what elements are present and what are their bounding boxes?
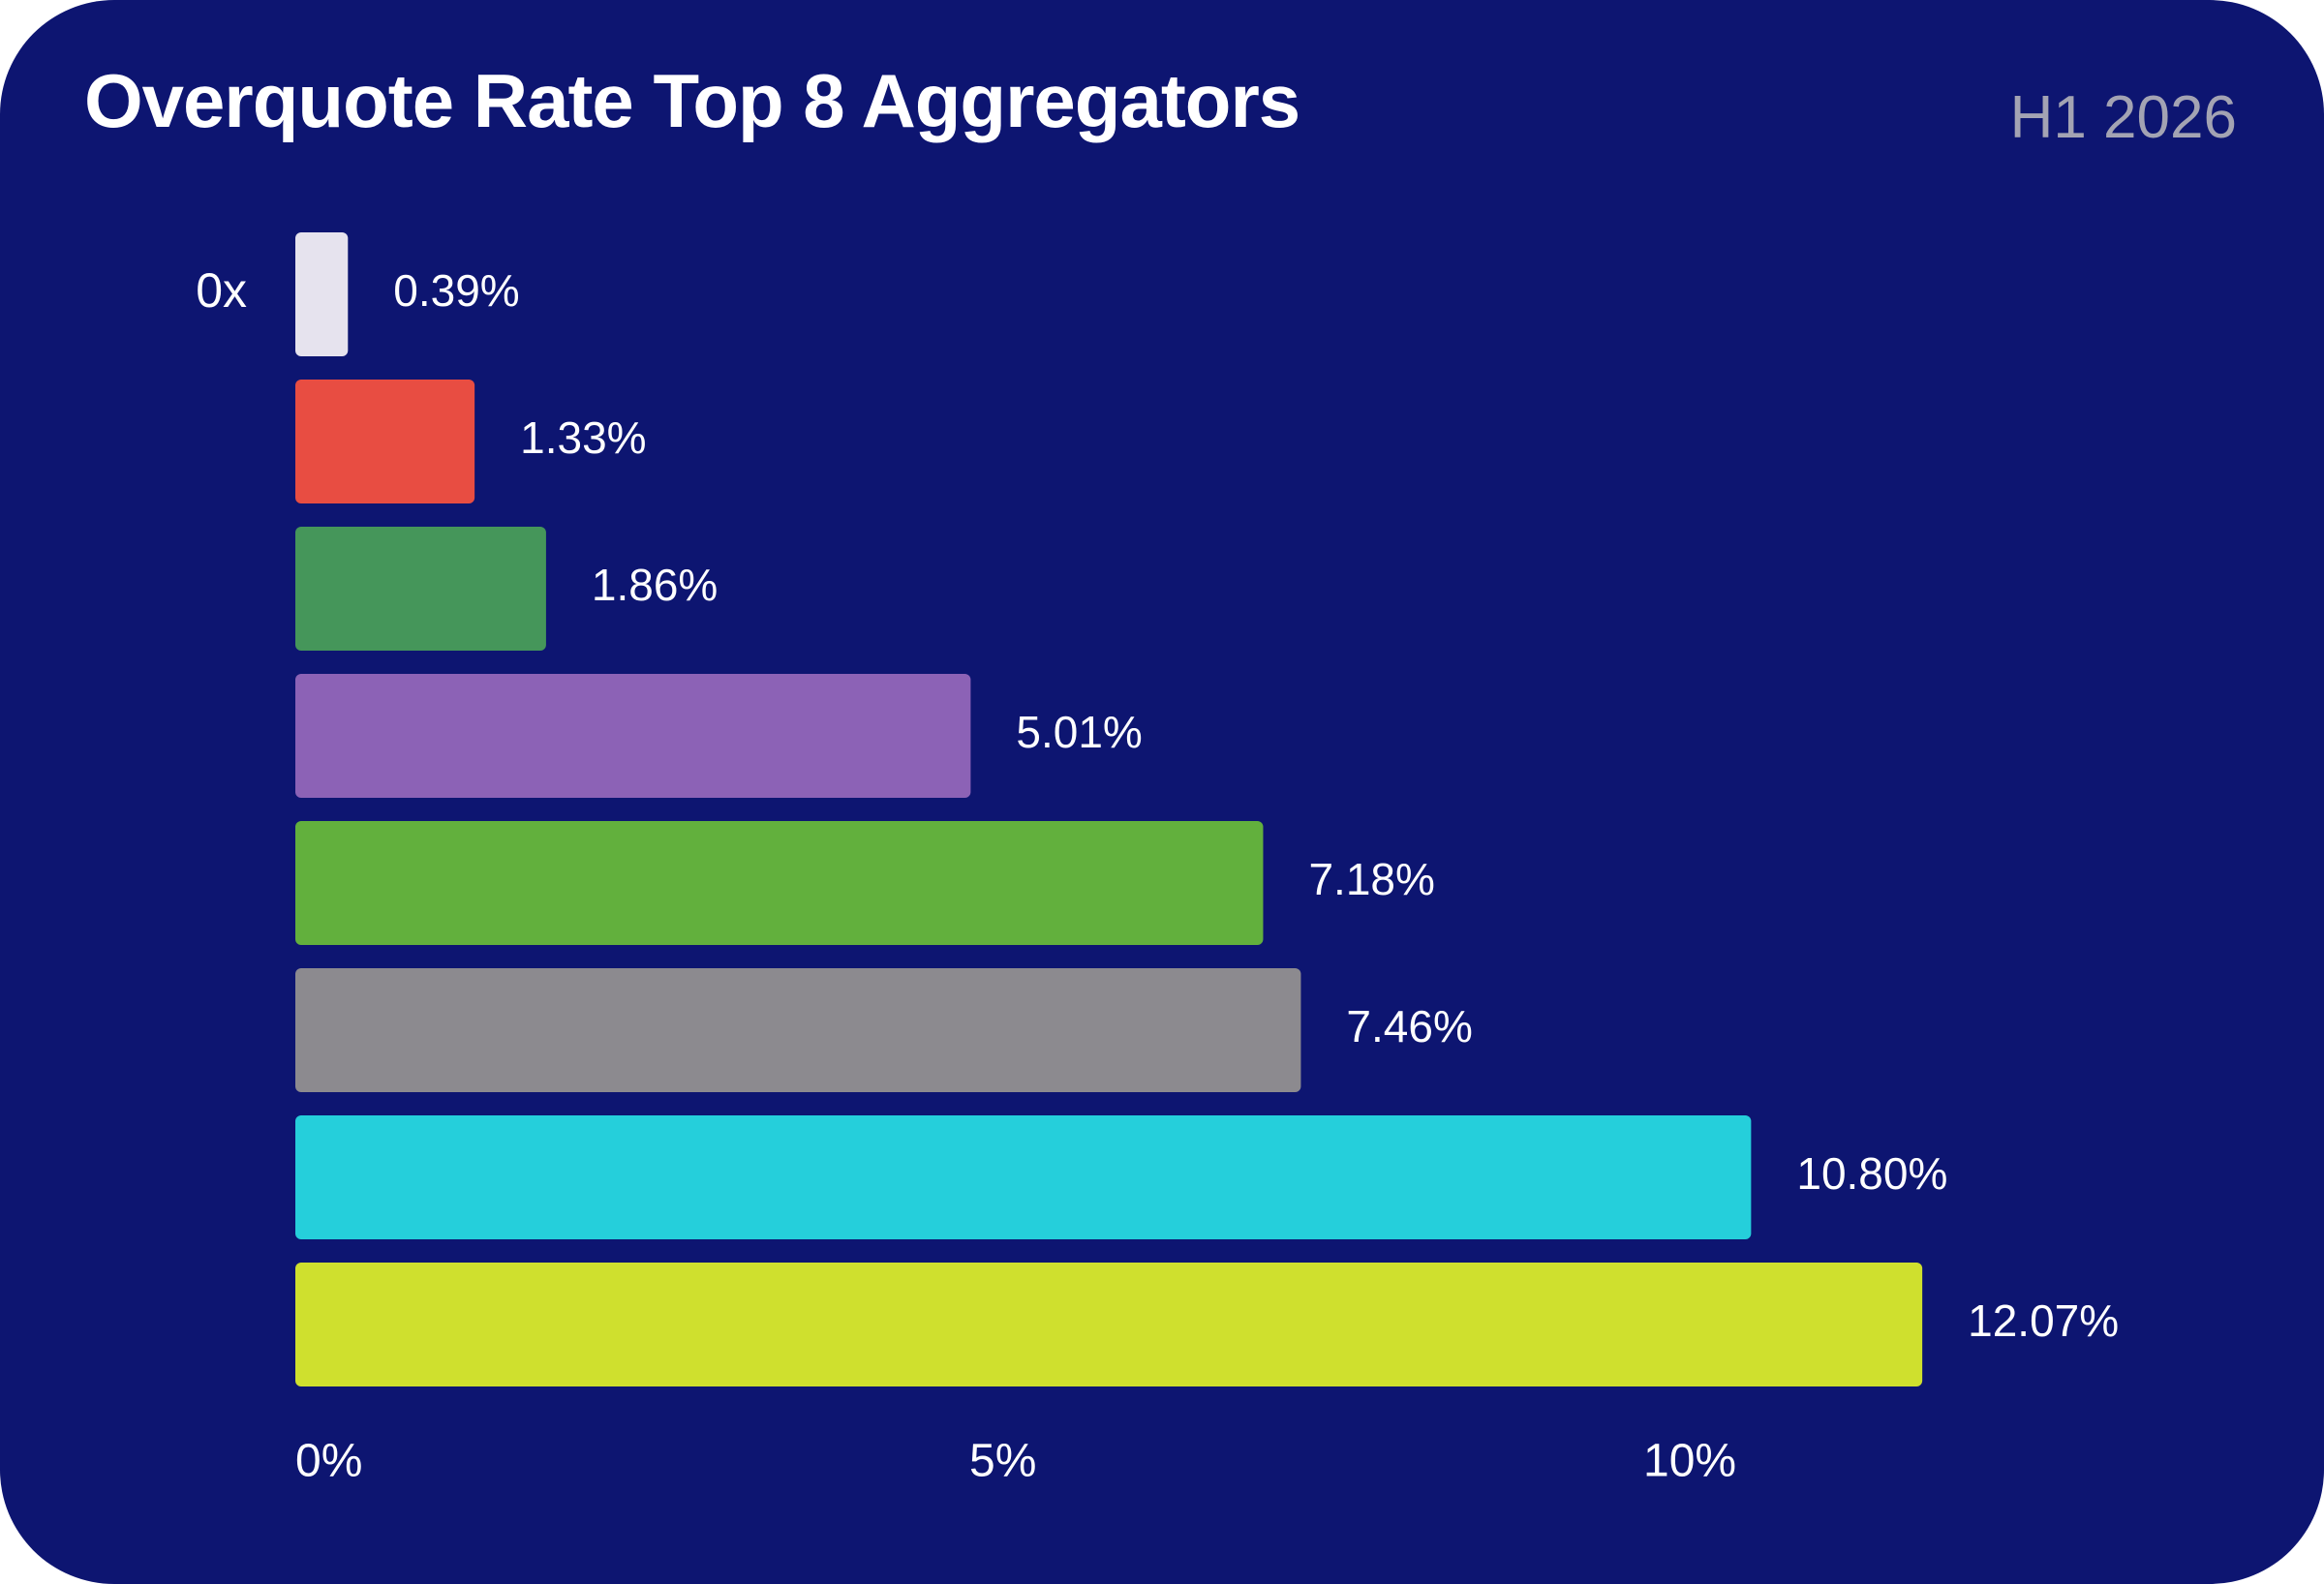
bar-5 xyxy=(295,821,1264,945)
x-tick-label-3: 10% xyxy=(1643,1436,1736,1487)
x-tick-label-1: 0% xyxy=(295,1436,362,1487)
bar-1 xyxy=(295,232,349,356)
bar-8 xyxy=(295,1263,1923,1386)
bar-7 xyxy=(295,1115,1752,1239)
bar-value-label-6: 7.46% xyxy=(1346,1001,1472,1051)
bar-value-label-4: 5.01% xyxy=(1016,707,1142,757)
period-label: H1 2026 xyxy=(2009,84,2237,151)
bar-value-label-2: 1.33% xyxy=(520,412,646,463)
bar-value-label-1: 0.39% xyxy=(393,265,519,316)
bar-value-label-7: 10.80% xyxy=(1796,1148,1947,1199)
category-label-1: 0x xyxy=(196,263,247,318)
bar-value-label-3: 1.86% xyxy=(592,560,718,610)
bar-3 xyxy=(295,527,546,651)
x-tick-label-2: 5% xyxy=(969,1436,1036,1487)
bar-6 xyxy=(295,968,1301,1092)
bar-value-label-8: 12.07% xyxy=(1968,1295,2119,1346)
bar-value-label-5: 7.18% xyxy=(1308,854,1434,904)
chart-title: Overquote Rate Top 8 Aggregators xyxy=(84,58,1300,143)
bar-4 xyxy=(295,674,971,798)
bar-2 xyxy=(295,380,475,503)
